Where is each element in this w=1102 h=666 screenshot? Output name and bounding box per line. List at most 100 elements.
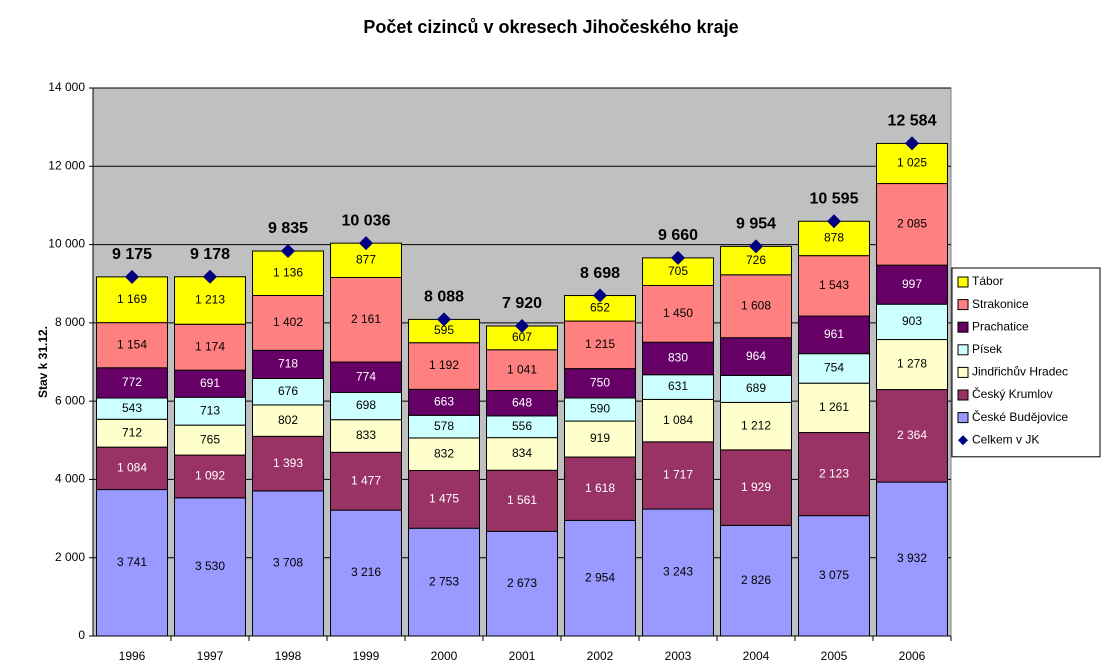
bar-segment: [408, 470, 480, 529]
value-label: 607: [512, 330, 532, 344]
value-label: 833: [356, 428, 376, 442]
bar-segment: [876, 303, 948, 341]
value-label: 1 561: [507, 493, 537, 507]
value-label: 1 092: [195, 469, 225, 483]
bar-segment: [96, 446, 168, 491]
bar-segment: [330, 276, 402, 363]
value-label: 590: [590, 402, 610, 416]
value-label: 663: [434, 395, 454, 409]
bar-segment: [252, 250, 324, 296]
value-label: 712: [122, 425, 142, 439]
y-tick-label: 0: [78, 628, 85, 642]
bar-segment: [174, 497, 246, 637]
bar-segment: [642, 508, 714, 637]
value-label: 878: [824, 231, 844, 245]
bar-segment: [174, 424, 246, 456]
bar-segment: [96, 489, 168, 637]
value-label: 1 136: [273, 265, 303, 279]
value-label: 774: [356, 369, 376, 383]
total-marker: [203, 269, 217, 284]
value-label: 595: [434, 323, 454, 337]
value-label: 578: [434, 419, 454, 433]
value-label: 705: [668, 264, 688, 278]
x-tick-label: 2000: [431, 649, 458, 663]
bar-segment: [252, 404, 324, 437]
value-label: 1 213: [195, 293, 225, 307]
legend-swatch: [957, 299, 969, 311]
bar-segment: [252, 349, 324, 379]
value-label: 676: [278, 384, 298, 398]
y-tick-label: 2 000: [55, 550, 85, 564]
value-label: 2 673: [507, 576, 537, 590]
total-label: 10 036: [342, 212, 391, 229]
bar-segment: [642, 341, 714, 376]
total-marker: [593, 288, 607, 303]
value-label: 648: [512, 395, 532, 409]
value-label: 830: [668, 351, 688, 365]
total-marker: [671, 250, 685, 265]
bar-segment: [720, 401, 792, 451]
value-label: 750: [590, 375, 610, 389]
y-tick-label: 4 000: [55, 472, 85, 486]
value-label: 3 216: [351, 565, 381, 579]
total-marker: [905, 136, 919, 151]
value-label: 556: [512, 419, 532, 433]
value-label: 2 085: [897, 217, 927, 231]
x-tick-label: 1999: [353, 649, 380, 663]
value-label: 3 530: [195, 559, 225, 573]
legend-swatch: [957, 344, 969, 356]
bar-segment: [642, 398, 714, 443]
bar-segment: [252, 490, 324, 637]
value-label: 903: [902, 314, 922, 328]
legend-label: Písek: [972, 342, 1003, 356]
bar-segment: [408, 437, 480, 472]
total-label: 8 698: [580, 265, 620, 282]
total-marker: [437, 312, 451, 327]
value-label: 1 475: [429, 492, 459, 506]
x-tick-label: 2006: [899, 649, 926, 663]
bar-segment: [564, 519, 636, 637]
total-label: 9 835: [268, 220, 308, 237]
bar-segment: [252, 294, 324, 351]
value-label: 961: [824, 327, 844, 341]
value-label: 1 618: [585, 481, 615, 495]
value-label: 1 192: [429, 358, 459, 372]
bar-segment: [330, 451, 402, 511]
chart-title: Počet cizinců v okresech Jihočeského kra…: [363, 17, 738, 37]
bar-segment: [330, 391, 402, 421]
bar-segment: [408, 388, 480, 416]
value-label: 834: [512, 446, 532, 460]
legend-label: České Budějovice: [972, 409, 1068, 424]
total-marker: [515, 318, 529, 333]
total-marker: [359, 236, 373, 251]
legend-label: Strakonice: [972, 297, 1029, 311]
y-tick-label: 6 000: [55, 393, 85, 407]
value-label: 1 929: [741, 480, 771, 494]
total-label: 9 660: [658, 227, 698, 244]
value-label: 765: [200, 432, 220, 446]
bar-segment: [486, 469, 558, 532]
bar-segment: [96, 322, 168, 369]
value-label: 3 932: [897, 551, 927, 565]
bar-segment: [642, 284, 714, 343]
bar-segment: [96, 276, 168, 324]
bar-segment: [408, 527, 480, 637]
legend-swatch: [957, 276, 969, 288]
bar-segment: [876, 389, 948, 483]
value-label: 718: [278, 357, 298, 371]
bar-segment: [330, 419, 402, 453]
value-label: 1 154: [117, 337, 147, 351]
value-label: 689: [746, 381, 766, 395]
value-label: 1 084: [663, 413, 693, 427]
total-marker: [281, 244, 295, 259]
total-marker: [749, 239, 763, 254]
value-label: 772: [122, 375, 142, 389]
total-label: 9 175: [112, 246, 152, 263]
value-label: 713: [200, 403, 220, 417]
bar-segment: [330, 361, 402, 393]
value-label: 726: [746, 253, 766, 267]
y-tick-label: 12 000: [48, 158, 85, 172]
x-tick-label: 2002: [587, 649, 614, 663]
bar-segment: [798, 255, 870, 317]
